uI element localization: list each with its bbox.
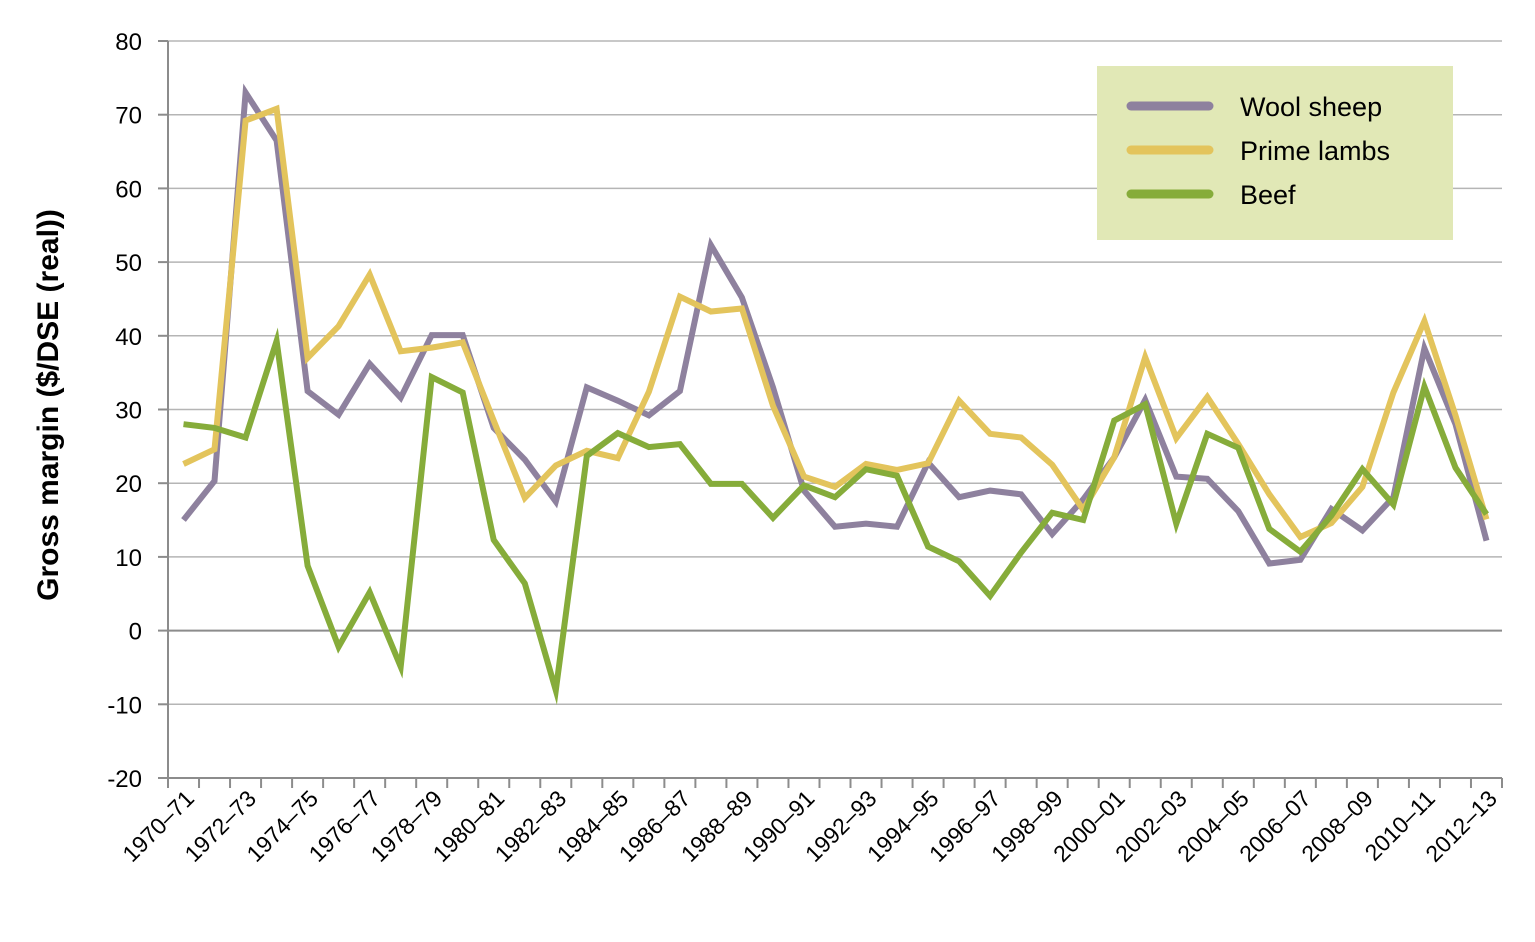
y-tick-label: -20 <box>107 766 142 793</box>
y-tick-label: 20 <box>115 471 142 498</box>
y-tick-labels: -20 -10 0 10 20 30 40 50 60 70 80 <box>107 29 142 793</box>
series-line-prime-lambs <box>182 104 1490 541</box>
legend: Wool sheep Prime lambs Beef <box>1097 66 1453 240</box>
legend-label: Prime lambs <box>1240 136 1390 166</box>
y-tick-label: -10 <box>107 692 142 719</box>
x-ticks <box>167 778 1503 788</box>
y-tick-label: 10 <box>115 545 142 572</box>
series-lines <box>181 83 1490 705</box>
legend-label: Wool sheep <box>1240 92 1382 122</box>
y-tick-label: 50 <box>115 250 142 277</box>
y-tick-label: 60 <box>115 176 142 203</box>
legend-label: Beef <box>1240 180 1296 210</box>
y-tick-label: 0 <box>129 619 142 646</box>
series-line-wool-sheep <box>181 83 1490 567</box>
y-tick-label: 70 <box>115 103 142 130</box>
x-tick-labels: 1970–711972–731974–751976–771978–791980–… <box>117 785 1502 867</box>
y-tick-label: 40 <box>115 324 142 351</box>
y-axis-title: Gross margin ($/DSE (real)) <box>32 209 65 601</box>
series-line-beef <box>183 327 1489 705</box>
y-tick-label: 30 <box>115 398 142 425</box>
y-tick-label: 80 <box>115 29 142 56</box>
